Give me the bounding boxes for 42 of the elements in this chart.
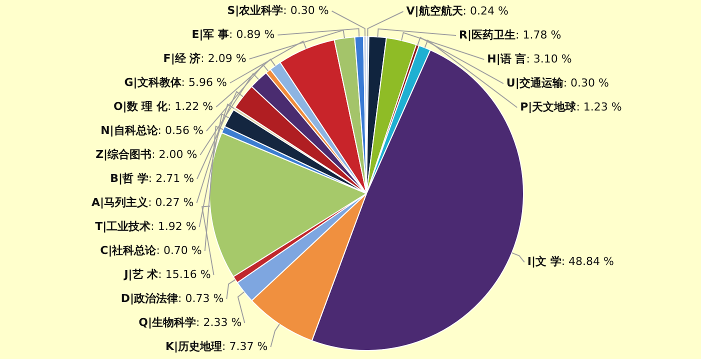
data-label: : 0.70 % [156,244,202,257]
data-label: : 1.92 % [150,220,196,233]
slice-label: R|医药卫生 [459,28,516,42]
slice-label: D|政治法律 [120,292,178,305]
data-label: : 0.30 % [563,76,610,90]
data-label: : 7.37 % [222,340,268,353]
slice-label: Q|生物科学 [138,316,196,329]
slice-label: A|马列主义 [92,196,150,209]
slice-label: S|农业科学 [227,4,284,17]
data-label: : 1.23 % [576,100,622,114]
data-label: : 2.33 % [196,316,242,329]
data-label: : 0.89 % [229,28,275,41]
slice-label: V|航空航天 [406,4,464,18]
slice-label: C|社科总论 [100,244,158,257]
data-label: : 1.78 % [516,28,562,42]
slice-label: T|工业技术 [95,220,151,233]
data-label: : 2.00 % [152,148,198,161]
data-label: : 3.10 % [526,52,572,66]
data-label: : 0.30 % [283,4,329,17]
slice-label: I|文 学 [527,255,562,268]
data-label: : 1.22 % [167,100,214,113]
data-label: : 2.09 % [200,52,246,65]
data-label: : 15.16 % [158,268,211,281]
data-label: : 2.71 % [148,172,194,185]
slice-label: G|文科教体 [124,76,182,89]
slice-label: K|历史地理 [166,340,222,353]
slice-label: E|军 事 [192,28,230,41]
data-label: : 0.24 % [462,4,508,18]
data-label: : 5.96 % [181,76,227,89]
slice-label: Z|综合图书 [96,148,152,161]
slice-label: B|哲 学 [110,172,148,185]
slice-label: N|自科总论 [100,124,159,137]
slice-label: H|语 言 [487,52,526,66]
slice-label: U|交通运输 [506,76,564,90]
slice-label: P|天文地球 [520,100,578,114]
slice-label: O|数 理 化 [113,100,168,113]
data-label: : 48.84 % [561,255,614,268]
slice-label: J|艺 术 [123,268,158,281]
data-label: : 0.73 % [178,292,224,305]
data-label: : 0.27 % [148,196,194,209]
data-label: : 0.56 % [158,124,204,137]
slice-label: F|经 济 [163,52,201,65]
